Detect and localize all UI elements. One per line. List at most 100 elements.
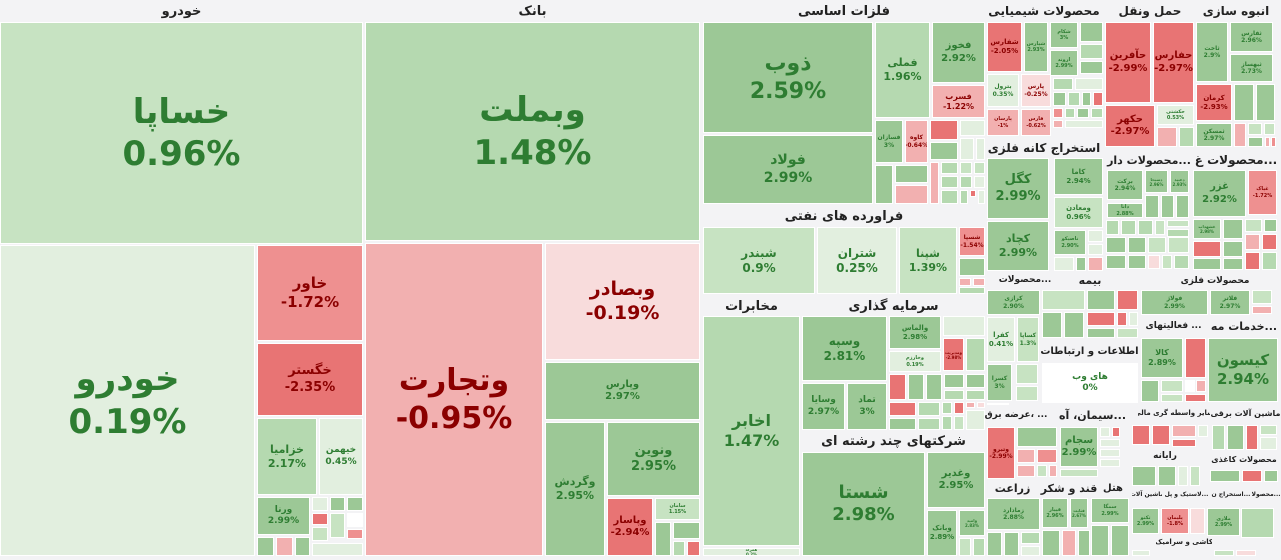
stock-tile[interactable]: قپیار 2.96% — [1042, 498, 1068, 528]
stock-tile-small[interactable] — [1053, 92, 1066, 106]
stock-tile[interactable]: کالا 2.89% — [1141, 338, 1183, 378]
stock-tile-small[interactable] — [1223, 219, 1243, 239]
stock-tile[interactable]: حفارس -2.97% — [1153, 22, 1194, 103]
stock-tile[interactable]: ثمسکن 2.97% — [1196, 123, 1232, 147]
stock-tile[interactable]: ثبهساز 2.73% — [1230, 54, 1273, 82]
sector-header[interactable]: محصولات دار... — [1105, 150, 1193, 170]
stock-tile[interactable]: زمادارد 2.88% — [987, 498, 1040, 530]
stock-tile[interactable]: پارسان -1% — [987, 109, 1019, 136]
stock-tile[interactable]: وتبرو -2.99% — [987, 427, 1015, 479]
stock-tile-small[interactable] — [930, 162, 939, 204]
stock-tile[interactable]: اروند 2.99% — [1050, 50, 1078, 76]
stock-tile-small[interactable] — [1065, 108, 1075, 118]
stock-tile[interactable]: سامان 1.15% — [655, 498, 700, 520]
stock-tile-small[interactable] — [1167, 220, 1189, 227]
sector-header[interactable]: استخراج ن... — [1211, 488, 1251, 500]
stock-tile[interactable]: شبندر 0.9% — [703, 227, 815, 294]
stock-tile-small[interactable] — [687, 541, 700, 556]
stock-tile-small[interactable] — [1042, 312, 1062, 338]
stock-tile-small[interactable] — [1053, 78, 1073, 90]
stock-tile-small[interactable] — [1082, 92, 1091, 106]
stock-tile-small[interactable] — [889, 374, 906, 400]
stock-tile-small[interactable] — [1106, 255, 1126, 269]
stock-tile-small[interactable] — [1021, 532, 1040, 544]
stock-tile-small[interactable] — [1042, 530, 1060, 556]
stock-tile-small[interactable] — [1017, 465, 1035, 477]
stock-tile[interactable]: قثابت 2.67% — [1070, 498, 1088, 528]
stock-tile-small[interactable] — [1161, 195, 1174, 218]
stock-tile[interactable]: خاور -1.72% — [257, 245, 363, 341]
stock-tile[interactable]: شستا 2.98% — [802, 452, 925, 556]
sector-header[interactable]: محصولا... — [1252, 488, 1280, 500]
stock-tile[interactable]: ملاری 2.99% — [1207, 508, 1240, 536]
stock-tile[interactable]: کرازی 2.90% — [987, 290, 1040, 315]
stock-tile-small[interactable] — [1016, 364, 1038, 384]
stock-tile-small[interactable] — [954, 402, 964, 414]
stock-tile[interactable]: کسرا 3% — [987, 364, 1012, 401]
sector-header[interactable]: هتل — [1098, 479, 1128, 497]
stock-tile-small[interactable] — [1242, 470, 1262, 482]
stock-tile-small[interactable] — [1065, 120, 1103, 128]
stock-tile-small[interactable] — [1252, 306, 1272, 314]
stock-tile[interactable]: ومعادن 0.96% — [1054, 197, 1103, 228]
stock-tile-small[interactable] — [1106, 220, 1119, 235]
stock-tile-small[interactable] — [966, 402, 975, 408]
stock-tile-small[interactable] — [1117, 328, 1138, 338]
stock-tile-small[interactable] — [1100, 459, 1120, 467]
sector-header[interactable]: خدمات مه... — [1208, 316, 1280, 336]
stock-tile-small[interactable] — [1264, 123, 1275, 135]
stock-tile[interactable]: کیسون 2.94% — [1208, 338, 1278, 402]
stock-tile-small[interactable] — [1080, 61, 1103, 74]
sector-header[interactable]: سرمایه گذاری — [802, 296, 985, 316]
stock-tile-small[interactable] — [1210, 470, 1240, 482]
stock-tile[interactable]: شتران 0.25% — [817, 227, 897, 294]
stock-tile-small[interactable] — [1148, 255, 1160, 269]
stock-tile-small[interactable] — [1193, 258, 1221, 270]
stock-tile-small[interactable] — [1111, 525, 1129, 556]
stock-tile-small[interactable] — [347, 529, 363, 539]
stock-tile-small[interactable] — [1185, 338, 1206, 378]
sector-header[interactable]: رایانه — [1140, 449, 1190, 463]
stock-tile[interactable]: کساپا 1.3% — [1017, 317, 1039, 362]
stock-tile-small[interactable] — [1053, 108, 1063, 118]
stock-tile-small[interactable] — [1248, 137, 1263, 147]
stock-tile-small[interactable] — [1185, 380, 1195, 392]
stock-tile-small[interactable] — [1053, 120, 1063, 128]
stock-tile-small[interactable] — [966, 338, 985, 371]
stock-tile-small[interactable] — [930, 142, 958, 160]
stock-tile-small[interactable] — [1168, 237, 1189, 253]
sector-header[interactable]: محصولات غ... — [1193, 150, 1279, 170]
stock-tile-small[interactable] — [1196, 380, 1206, 392]
stock-tile-small[interactable] — [1245, 219, 1262, 232]
sector-header[interactable]: لاستیک و پل... — [1163, 488, 1210, 500]
stock-tile-small[interactable] — [347, 513, 363, 527]
stock-tile-small[interactable] — [960, 120, 985, 136]
stock-tile-small[interactable] — [976, 138, 985, 160]
stock-tile-small[interactable] — [655, 522, 671, 556]
stock-tile[interactable]: وخارزم 0.19% — [889, 351, 941, 372]
stock-tile-small[interactable] — [1087, 328, 1115, 338]
stock-tile-small[interactable] — [1176, 195, 1189, 218]
stock-tile[interactable]: تکنو 2.99% — [1132, 508, 1159, 534]
stock-tile-small[interactable] — [1234, 84, 1254, 121]
stock-tile-small[interactable] — [1223, 241, 1243, 257]
stock-tile-small[interactable] — [973, 278, 985, 286]
stock-tile-small[interactable] — [1021, 546, 1040, 556]
stock-tile[interactable]: فلاتر 2.97% — [1210, 290, 1250, 315]
stock-tile-small[interactable] — [1093, 92, 1103, 106]
stock-tile[interactable]: خگستر -2.35% — [257, 343, 363, 416]
stock-tile[interactable]: غزر 2.92% — [1193, 170, 1246, 217]
stock-tile-small[interactable] — [1185, 394, 1206, 402]
stock-tile-small[interactable] — [987, 403, 1009, 405]
stock-tile-small[interactable] — [1076, 257, 1086, 271]
sector-header[interactable]: محصولات... — [985, 272, 1065, 288]
stock-tile-small[interactable] — [1132, 466, 1156, 486]
stock-tile-small[interactable] — [1190, 466, 1200, 486]
stock-tile-small[interactable] — [944, 374, 964, 388]
sector-header[interactable]: شرکتهای چند رشته ای — [802, 430, 985, 452]
stock-tile[interactable]: والماس 2.98% — [889, 316, 941, 349]
stock-tile[interactable]: وتجارت -0.95% — [365, 243, 543, 556]
stock-tile-small[interactable] — [875, 165, 893, 204]
stock-tile[interactable]: فارس -0.62% — [1021, 109, 1051, 136]
stock-tile-small[interactable] — [1212, 425, 1225, 450]
